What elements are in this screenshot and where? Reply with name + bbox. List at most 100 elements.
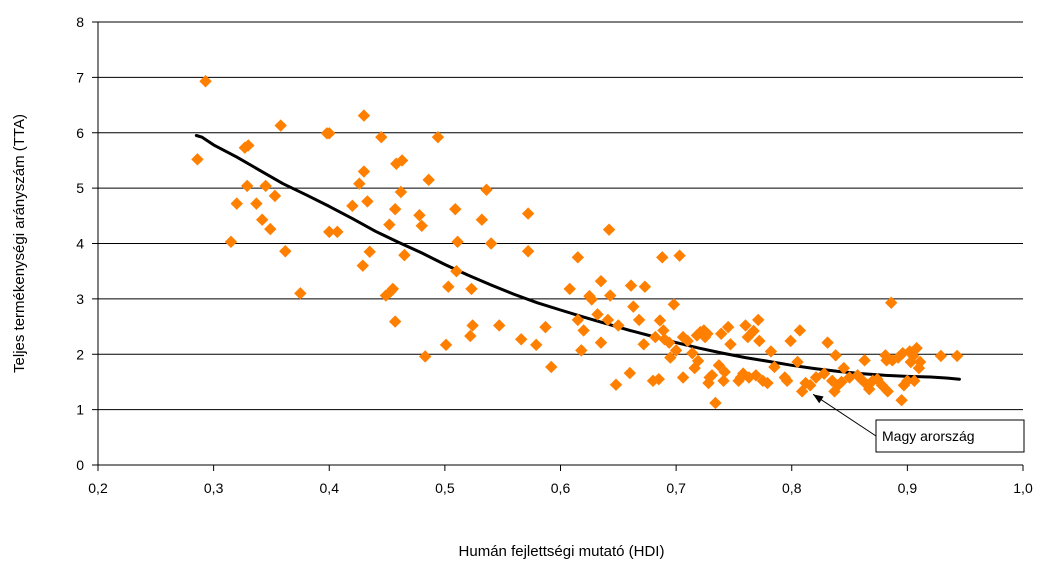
data-point [717, 374, 730, 388]
data-point [761, 376, 774, 390]
data-point [419, 350, 432, 363]
data-point [676, 371, 690, 384]
data-point [908, 374, 921, 388]
data-point [323, 127, 336, 140]
x-tick-label: 1,0 [1013, 480, 1033, 496]
data-point [545, 360, 558, 374]
data-point [191, 153, 204, 166]
data-point [442, 280, 455, 293]
data-point [465, 282, 478, 296]
x-tick-label: 0,8 [782, 480, 802, 496]
data-point [363, 245, 376, 259]
data-point [413, 209, 426, 222]
data-point [415, 219, 428, 232]
data-point [375, 130, 388, 144]
x-axis-title: Humán fejlettségi mutató (HDI) [459, 543, 665, 560]
data-point [686, 346, 699, 360]
data-point [749, 369, 763, 382]
data-point [780, 374, 794, 388]
data-point [449, 202, 462, 216]
data-point [514, 333, 528, 346]
data-point [199, 75, 212, 88]
data-point [624, 279, 638, 292]
data-point [715, 327, 728, 340]
annotation: Magy arország [812, 393, 1025, 453]
data-point [356, 259, 369, 272]
data-point [594, 274, 608, 288]
data-point [637, 338, 650, 351]
data-point [395, 154, 409, 167]
x-tick-label: 0,3 [204, 480, 224, 496]
data-point [791, 355, 804, 369]
data-point [259, 179, 272, 193]
data-point [753, 334, 766, 348]
data-point [835, 375, 848, 389]
gridlines [98, 21, 1023, 411]
data-point [764, 345, 778, 358]
data-points [191, 75, 964, 410]
data-point [724, 338, 737, 351]
data-point [652, 372, 665, 386]
data-point [601, 313, 615, 327]
data-point [638, 280, 652, 293]
data-point [279, 245, 292, 258]
data-point [623, 366, 637, 380]
data-point [357, 109, 371, 122]
annotation-box [875, 419, 1025, 453]
data-point [747, 324, 760, 338]
data-point [357, 165, 371, 178]
data-point [627, 300, 640, 313]
data-point [242, 139, 255, 152]
data-point [594, 336, 608, 349]
data-point [294, 287, 307, 300]
data-point [712, 359, 726, 372]
x-tick-labels: 0,2 0,3 0,4 0,5 0,6 0,7 0,8 0,9 1,0 [88, 480, 1033, 496]
data-point [784, 334, 797, 348]
data-point [480, 183, 493, 196]
data-point [439, 338, 453, 352]
data-point [718, 365, 731, 379]
data-point [585, 293, 598, 306]
data-point [653, 314, 667, 327]
data-point [709, 396, 722, 410]
data-point [388, 202, 402, 216]
data-point [571, 251, 585, 264]
data-point [451, 235, 464, 249]
data-point [804, 379, 817, 392]
data-point [264, 222, 277, 236]
data-point [323, 225, 336, 239]
data-point [250, 197, 263, 210]
x-tick-label: 0,2 [88, 480, 108, 496]
data-point [881, 385, 894, 398]
data-point [681, 334, 694, 348]
data-point [656, 251, 669, 264]
data-point [913, 355, 927, 369]
data-point [475, 213, 489, 226]
data-point [255, 213, 269, 226]
y-tick-labels: 0 1 2 3 4 5 6 7 8 [76, 14, 84, 473]
data-point [530, 338, 543, 352]
x-tick-label: 0,4 [320, 480, 340, 496]
data-point [858, 354, 871, 367]
y-axis-title: Teljes termékenységi arányszám (TTA) [11, 114, 28, 373]
data-point [604, 289, 617, 302]
y-tick-label: 0 [76, 457, 84, 473]
data-point [673, 249, 686, 262]
annotation-label: Magy arország [882, 428, 975, 444]
data-point [934, 349, 948, 363]
data-point [422, 173, 435, 187]
data-point [612, 319, 625, 332]
y-tick-label: 8 [76, 14, 84, 30]
data-point [752, 313, 765, 327]
data-point [464, 329, 477, 343]
data-point [539, 320, 552, 334]
data-point [664, 351, 677, 364]
y-tick-label: 6 [76, 125, 84, 141]
data-point [662, 336, 676, 349]
y-tick-label: 2 [76, 346, 84, 362]
data-point [837, 361, 850, 375]
data-point [884, 296, 898, 309]
data-point [609, 378, 623, 391]
data-point [466, 319, 479, 332]
y-tick-label: 4 [76, 236, 84, 252]
